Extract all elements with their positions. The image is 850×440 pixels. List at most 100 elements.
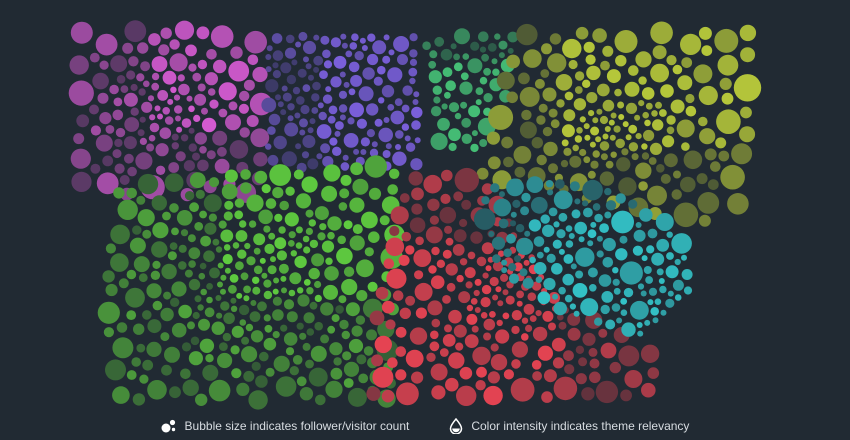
bubble-olive	[650, 63, 669, 83]
bubble-olive	[739, 24, 757, 42]
bubble-teal-green	[475, 99, 482, 106]
bubble-olive	[617, 101, 625, 109]
bubble-green	[253, 265, 263, 275]
bubble-cyan	[632, 245, 644, 256]
bubble-green	[199, 210, 208, 219]
bubble-red	[476, 366, 487, 378]
bubble-green	[218, 220, 227, 229]
bubble-green	[274, 237, 287, 250]
bubble-green	[339, 319, 349, 330]
bubble-teal-green	[470, 143, 479, 153]
bubble-pink	[123, 153, 134, 164]
bubble-green	[147, 319, 162, 334]
bubble-red	[414, 270, 424, 280]
bubble-pink	[192, 72, 202, 82]
bubble-green	[229, 274, 239, 283]
bubble-purple	[282, 92, 292, 102]
bubble-olive	[647, 185, 667, 206]
bubble-cyan	[589, 284, 597, 292]
bubble-olive	[514, 166, 526, 178]
bubble-purple	[405, 142, 416, 152]
bubble-cyan	[492, 254, 501, 264]
bubble-olive	[652, 119, 664, 131]
bubble-pink	[149, 114, 156, 121]
bubble-purple	[340, 162, 350, 171]
bubble-red	[495, 286, 502, 293]
bubble-green	[352, 178, 369, 195]
bubble-red	[408, 171, 423, 186]
bubble-olive	[645, 102, 653, 110]
bubble-pink	[123, 92, 138, 107]
bubble-red	[474, 278, 482, 286]
bubble-green	[110, 253, 129, 272]
bubble-green	[264, 324, 273, 333]
bubble-cyan	[499, 191, 505, 198]
bubble-olive	[676, 119, 695, 138]
bubble-purple	[361, 45, 368, 51]
cluster-cyan	[473, 176, 693, 337]
bubble-olive	[638, 181, 648, 191]
bubble-green	[350, 162, 363, 176]
bubble-pink	[155, 165, 166, 175]
bubble-purple	[300, 104, 310, 115]
bubble-purple	[387, 67, 403, 83]
bubble-purple	[325, 86, 332, 93]
bubble-green	[293, 169, 304, 180]
bubble-olive	[701, 45, 713, 56]
bubble-red	[575, 373, 587, 385]
bubble-cyan	[506, 233, 516, 244]
bubble-cyan	[641, 255, 648, 262]
bubble-red	[431, 246, 440, 256]
bubble-cyan	[580, 298, 599, 317]
bubble-pink	[212, 130, 228, 146]
bubble-cyan	[509, 220, 517, 227]
bubble-green	[343, 266, 355, 277]
bubble-purple	[312, 81, 321, 91]
bubble-olive	[592, 150, 600, 158]
bubble-pink	[188, 105, 195, 113]
legend-item-bubble-size: Bubble size indicates follower/visitor c…	[161, 418, 409, 434]
bubble-green	[211, 321, 225, 335]
bubble-cyan	[637, 330, 644, 337]
bubble-pink	[194, 132, 207, 145]
bubble-cyan	[546, 253, 556, 263]
bubble-olive	[588, 110, 595, 117]
bubble-cyan	[605, 319, 616, 330]
bubble-cyan	[655, 213, 674, 231]
bubble-olive	[516, 23, 538, 46]
bubble-cyan	[552, 239, 562, 249]
bubble-pink	[76, 114, 90, 128]
bubble-green	[209, 267, 220, 279]
bubble-pink	[138, 88, 146, 96]
bubble-cyan	[521, 192, 531, 203]
bubble-red	[375, 286, 389, 300]
bubble-red	[523, 303, 535, 315]
bubble-purple	[360, 149, 367, 155]
bubble-green	[238, 304, 250, 316]
bubble-green	[251, 361, 261, 371]
bubble-olive	[649, 142, 663, 155]
bubble-olive	[574, 71, 585, 81]
bubble-green	[351, 325, 363, 337]
bubble-green	[356, 354, 367, 365]
bubble-cyan	[547, 189, 554, 196]
bubble-olive	[699, 128, 716, 145]
bubble-pink	[89, 104, 99, 115]
bubble-purple	[369, 148, 379, 157]
bubble-olive	[592, 117, 599, 124]
bubble-pink	[160, 27, 172, 39]
bubble-cyan	[654, 298, 662, 306]
bubble-green	[171, 322, 187, 338]
bubble-red	[598, 328, 608, 338]
bubble-pink	[214, 158, 230, 174]
bubble-green	[335, 305, 344, 314]
bubble-cyan	[491, 236, 506, 250]
bubble-cyan	[533, 236, 545, 247]
bubble-green	[265, 198, 277, 209]
bubble-green	[310, 345, 327, 362]
bubble-green	[235, 230, 248, 242]
bubble-green	[161, 263, 177, 280]
bubble-red	[489, 276, 499, 287]
bubble-teal-green	[453, 53, 460, 61]
